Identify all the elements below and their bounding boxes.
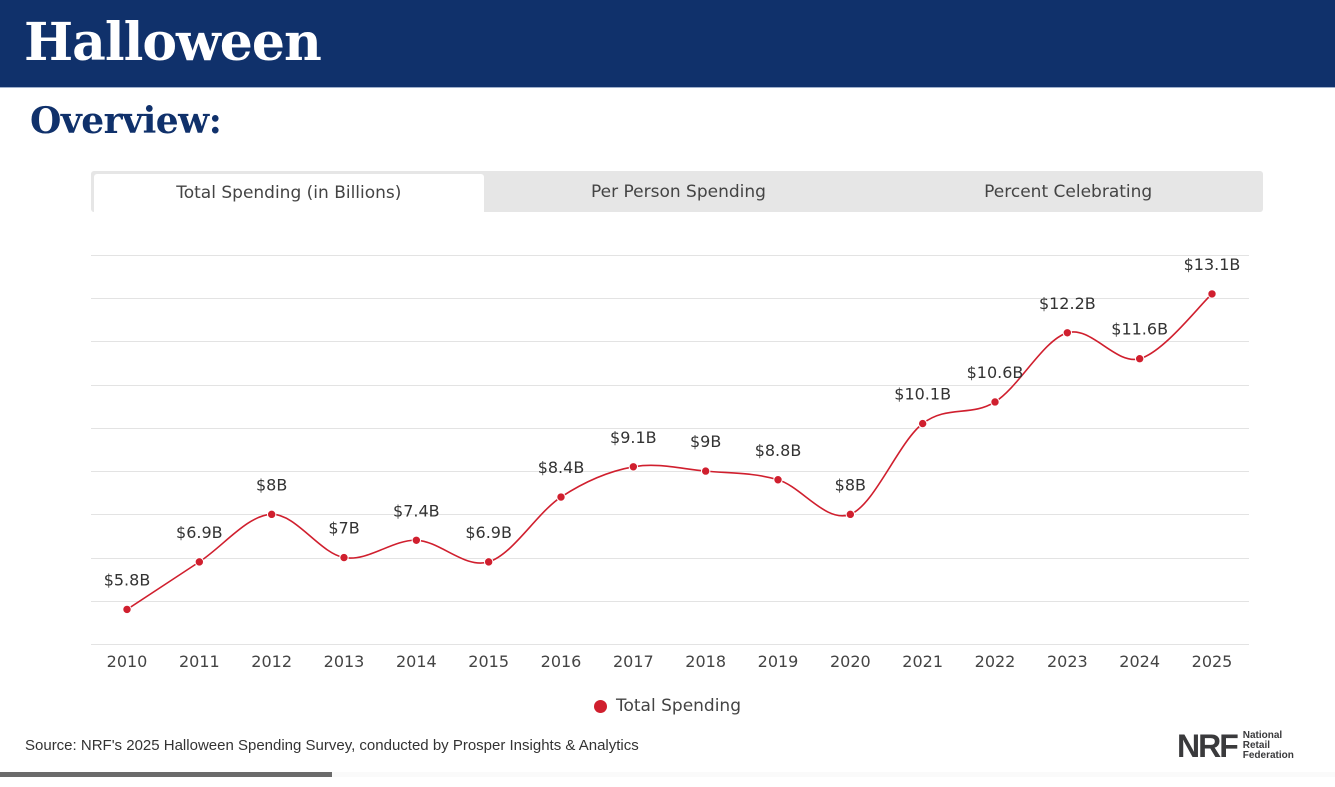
scroll-progress-bar [0,772,332,777]
section-title: Overview: [30,100,222,142]
x-tick-label: 2025 [1192,652,1233,671]
data-label-2016: $8.4B [538,458,585,477]
data-label-2013: $7B [328,519,359,538]
nrf-logo-mark: NRF [1177,728,1239,764]
data-point-2020[interactable] [845,509,856,520]
logo-line-3: Federation [1242,750,1294,761]
data-point-2022[interactable] [990,397,1000,407]
data-point-2010[interactable] [122,604,132,615]
data-point-2018[interactable] [700,466,711,476]
x-tick-label: 2015 [468,652,509,671]
x-tick-label: 2023 [1047,652,1088,671]
tab-per-person-spending[interactable]: Per Person Spending [591,181,766,202]
data-point-2014[interactable] [411,535,422,545]
data-point-2021[interactable] [917,418,928,429]
gridlines [91,255,1249,645]
logo-line-2: Retail [1242,740,1270,751]
data-point-2013[interactable] [339,552,349,563]
nrf-logo: NRF National Retail Federation [1177,728,1294,764]
data-point-2011[interactable] [194,557,205,567]
x-tick-label: 2013 [324,652,365,671]
data-label-2017: $9.1B [610,428,657,447]
scroll-progress-track [332,772,1335,777]
chart-tabs: Total Spending (in Billions) Per Person … [91,171,1263,212]
x-tick-label: 2012 [251,652,292,671]
data-point-2016[interactable] [556,492,566,502]
tab-percent-celebrating[interactable]: Percent Celebrating [984,181,1153,202]
legend-label: Total Spending [616,696,742,716]
data-point-2024[interactable] [1134,354,1145,364]
page-title: Halloween [24,12,322,73]
data-label-2025: $13.1B [1184,255,1241,274]
data-label-2012: $8B [256,475,287,494]
data-label-2018: $9B [690,432,721,451]
data-label-2022: $10.6B [967,363,1024,382]
data-label-2019: $8.8B [755,441,802,460]
data-point-2012[interactable] [266,509,277,520]
x-tick-label: 2024 [1119,652,1160,671]
data-labels: $5.8B $6.9B $8B $7B $7.4B $6.9B $8.4B $9.1B $9B $… [104,255,1241,590]
data-point-2015[interactable] [483,557,494,567]
x-tick-label: 2014 [396,652,437,671]
nrf-logo-text: National Retail Federation [1243,731,1294,761]
x-tick-label: 2016 [541,652,582,671]
data-label-2020: $8B [835,475,866,494]
x-tick-label: 2022 [975,652,1016,671]
x-axis-ticks: 2010 2011 2012 2013 2014 2015 2016 2017 2018 2019… [107,652,1233,671]
logo-line-1: National [1242,730,1283,741]
data-label-2011: $6.9B [176,523,223,542]
legend-marker-icon [594,699,607,713]
data-point-2017[interactable] [628,462,639,472]
data-point-2019[interactable] [773,475,783,485]
x-tick-label: 2019 [758,652,799,671]
x-tick-label: 2020 [830,652,871,671]
data-label-2014: $7.4B [393,501,440,520]
x-tick-label: 2021 [902,652,943,671]
series-line-total-spending [126,293,1213,611]
data-label-2024: $11.6B [1111,320,1168,339]
header-banner: Halloween [0,0,1335,88]
x-tick-label: 2017 [613,652,654,671]
data-label-2015: $6.9B [465,523,512,542]
data-label-2021: $10.1B [894,385,951,404]
chart-legend[interactable]: Total Spending [594,696,741,716]
tab-total-spending[interactable]: Total Spending (in Billions) [94,174,484,212]
data-point-2023[interactable] [1062,328,1073,338]
x-tick-label: 2011 [179,652,220,671]
data-label-2010: $5.8B [104,570,151,589]
x-tick-label: 2010 [107,652,148,671]
x-tick-label: 2018 [685,652,726,671]
source-note: Source: NRF's 2025 Halloween Spending Su… [25,737,639,754]
data-points [122,289,1217,615]
data-label-2023: $12.2B [1039,294,1096,313]
data-point-2025[interactable] [1207,289,1217,299]
